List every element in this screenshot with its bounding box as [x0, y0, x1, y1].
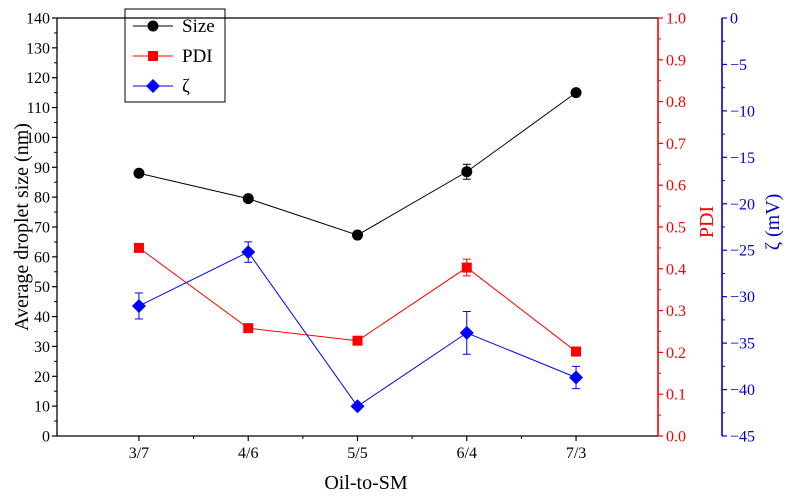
pdi-tick-label: 1.0: [666, 11, 686, 28]
legend-label: Size: [182, 16, 215, 37]
zeta-tick-label: −10: [730, 103, 755, 120]
left-tick-label: 60: [34, 249, 50, 266]
zeta-tick-label: −5: [730, 57, 747, 74]
data-point-ζ: [131, 298, 146, 313]
legend-marker: [148, 51, 158, 61]
x-axis-label: Oil-to-SM: [324, 472, 408, 494]
x-tick-label: 7/3: [566, 445, 586, 462]
data-point-PDI: [352, 335, 363, 346]
left-tick-label: 130: [26, 40, 50, 57]
pdi-tick-label: 0.0: [666, 429, 686, 446]
pdi-tick-label: 0.3: [666, 303, 686, 320]
plot-area: 0 10 20 30 40 50 60 70 80 90 100 110 120 130 140 0.0 0.1…: [11, 11, 784, 463]
left-tick-label: 0: [42, 429, 50, 446]
zeta-tick-label: −20: [730, 196, 755, 213]
data-point-PDI: [133, 242, 144, 253]
left-tick-label: 110: [27, 100, 50, 117]
data-point-PDI: [243, 323, 254, 334]
zeta-tick-label: −45: [730, 429, 755, 446]
data-point-Size: [242, 193, 254, 205]
data-point-ζ: [569, 370, 584, 385]
pdi-axis-label: PDI: [696, 206, 718, 238]
pdi-tick-label: 0.6: [666, 178, 686, 195]
zeta-axis-label: ζ (mV): [762, 194, 784, 251]
pdi-tick-label: 0.9: [666, 52, 686, 69]
series-line-ζ: [138, 251, 577, 407]
left-tick-label: 50: [34, 279, 50, 296]
zeta-tick-label: −30: [730, 289, 755, 306]
zeta-tick-label: −35: [730, 336, 755, 353]
legend-label: PDI: [182, 46, 213, 67]
pdi-tick-label: 0.4: [666, 261, 686, 278]
pdi-tick-label: 0.5: [666, 220, 686, 237]
left-tick-label: 10: [34, 399, 50, 416]
data-point-PDI: [461, 262, 472, 273]
left-tick-label: 100: [26, 130, 50, 147]
legend: Size PDI ζ: [124, 8, 226, 103]
x-tick-label: 4/6: [238, 445, 258, 462]
left-tick-label: 70: [34, 220, 50, 237]
x-tick-label: 6/4: [457, 445, 477, 462]
left-tick-label: 30: [34, 339, 50, 356]
left-axis-label: Average droplet size (nm): [11, 123, 33, 331]
left-tick-label: 120: [26, 70, 50, 87]
data-point-Size: [570, 87, 582, 99]
data-point-Size: [352, 229, 363, 241]
pdi-tick-label: 0.8: [666, 94, 686, 111]
left-tick-label: 40: [34, 309, 50, 326]
legend-marker: [147, 20, 159, 32]
left-tick-label: 90: [34, 160, 50, 177]
data-point-ζ: [241, 245, 256, 260]
left-tick-label: 140: [26, 11, 50, 28]
x-tick-label: 5/5: [347, 445, 367, 462]
legend-marker: [146, 79, 160, 93]
data-point-Size: [461, 166, 473, 178]
data-point-ζ: [350, 399, 365, 414]
legend-label: ζ: [182, 76, 190, 97]
data-point-PDI: [571, 346, 582, 357]
pdi-tick-label: 0.7: [666, 136, 686, 153]
pdi-tick-label: 0.1: [666, 387, 686, 404]
data-point-Size: [133, 167, 145, 179]
data-point-ζ: [459, 325, 474, 340]
series-line-Size: [138, 92, 577, 236]
x-tick-label: 3/7: [129, 445, 149, 462]
left-tick-label: 80: [34, 190, 50, 207]
zeta-tick-label: 0: [730, 11, 738, 28]
zeta-tick-label: −25: [730, 243, 755, 260]
zeta-tick-label: −15: [730, 150, 755, 167]
pdi-tick-label: 0.2: [666, 345, 686, 362]
zeta-tick-label: −40: [730, 382, 755, 399]
left-tick-label: 20: [34, 369, 50, 386]
